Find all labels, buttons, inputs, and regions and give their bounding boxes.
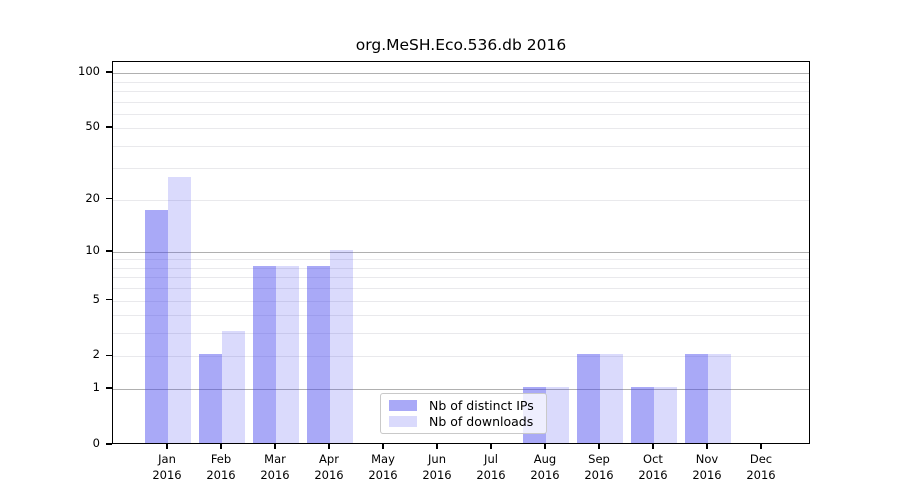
x-tick-mark (382, 444, 384, 449)
gridline-minor (113, 333, 809, 335)
x-tick-label: Jan 2016 (152, 452, 182, 482)
legend: Nb of distinct IPs Nb of downloads (380, 393, 547, 434)
bar-downloads-feb (222, 331, 245, 443)
x-tick-mark (220, 444, 222, 449)
x-tick-mark (544, 444, 546, 449)
x-tick-mark (652, 444, 654, 449)
gridline-minor (113, 315, 809, 317)
bar-downloads-jan (168, 177, 191, 443)
y-tick-label: 1 (92, 380, 100, 395)
gridline-minor (113, 128, 809, 130)
x-tick-label: Nov 2016 (692, 452, 722, 482)
chart-title: org.MeSH.Eco.536.db 2016 (355, 36, 567, 54)
x-tick-mark (490, 444, 492, 449)
gridline-minor (113, 168, 809, 170)
x-tick-label: Jul 2016 (476, 452, 506, 482)
x-tick-mark (598, 444, 600, 449)
gridline-minor (113, 145, 809, 147)
bar-distinct-ips-mar (253, 265, 276, 443)
legend-swatch-distinct-ips (389, 400, 417, 412)
legend-swatch-downloads (389, 415, 417, 427)
x-tick-mark (760, 444, 762, 449)
x-tick-mark (328, 444, 330, 449)
gridline-minor (113, 81, 809, 83)
x-tick-label: Mar 2016 (260, 452, 290, 482)
legend-label-distinct-ips: Nb of distinct IPs (429, 398, 534, 414)
bar-distinct-ips-nov (685, 354, 708, 443)
legend-item-downloads: Nb of downloads (389, 414, 538, 429)
y-tick-mark (106, 443, 112, 445)
grid-layer (113, 62, 809, 443)
y-tick-mark (106, 298, 112, 301)
x-tick-mark (436, 444, 438, 449)
x-tick-mark (706, 444, 708, 449)
gridline-minor (113, 277, 809, 279)
y-tick-label: 2 (92, 347, 100, 362)
gridline-minor (113, 356, 809, 358)
y-tick-mark (106, 197, 112, 200)
y-tick-mark (106, 387, 112, 389)
y-tick-mark (106, 71, 112, 73)
bar-downloads-apr (330, 249, 353, 443)
y-tick-label: 5 (92, 291, 100, 306)
x-tick-label: Aug 2016 (530, 452, 560, 482)
gridline-minor (113, 267, 809, 269)
x-tick-mark (166, 444, 168, 449)
bar-downloads-sep (600, 354, 623, 443)
bar-downloads-aug (546, 387, 569, 443)
x-tick-label: May 2016 (368, 452, 398, 482)
y-tick-mark (106, 354, 112, 357)
bar-distinct-ips-sep (577, 354, 600, 443)
gridline-major (113, 73, 809, 75)
gridline-minor (113, 259, 809, 261)
legend-item-distinct-ips: Nb of distinct IPs (389, 398, 538, 413)
bar-downloads-nov (708, 354, 731, 443)
plot-area: Nb of distinct IPs Nb of downloads (112, 61, 810, 444)
bar-downloads-oct (654, 387, 677, 443)
gridline-minor (113, 300, 809, 302)
bar-layer (113, 62, 809, 443)
x-tick-label: Oct 2016 (638, 452, 668, 482)
gridline-minor (113, 113, 809, 115)
x-tick-label: Apr 2016 (314, 452, 344, 482)
y-tick-label: 20 (85, 190, 100, 205)
bar-distinct-ips-apr (307, 265, 330, 443)
x-tick-label: Dec 2016 (746, 452, 776, 482)
y-tick-mark (106, 126, 112, 128)
y-tick-mark (106, 250, 112, 252)
bar-distinct-ips-oct (631, 387, 654, 443)
bar-distinct-ips-feb (199, 354, 222, 443)
x-tick-label: Feb 2016 (206, 452, 236, 482)
y-tick-label: 0 (92, 436, 100, 450)
bar-distinct-ips-jan (145, 210, 168, 443)
y-tick-label: 10 (85, 242, 100, 257)
x-tick-mark (274, 444, 276, 449)
legend-label-downloads: Nb of downloads (429, 413, 534, 429)
gridline-minor (113, 199, 809, 201)
gridline-major (113, 251, 809, 253)
x-tick-label: Jun 2016 (422, 452, 452, 482)
bar-downloads-mar (276, 265, 299, 443)
gridline-minor (113, 90, 809, 92)
x-tick-label: Sep 2016 (584, 452, 614, 482)
y-tick-label: 50 (85, 119, 100, 134)
gridline-minor (113, 288, 809, 290)
gridline-major (113, 389, 809, 391)
gridline-minor (113, 101, 809, 103)
y-tick-label: 100 (78, 64, 100, 79)
